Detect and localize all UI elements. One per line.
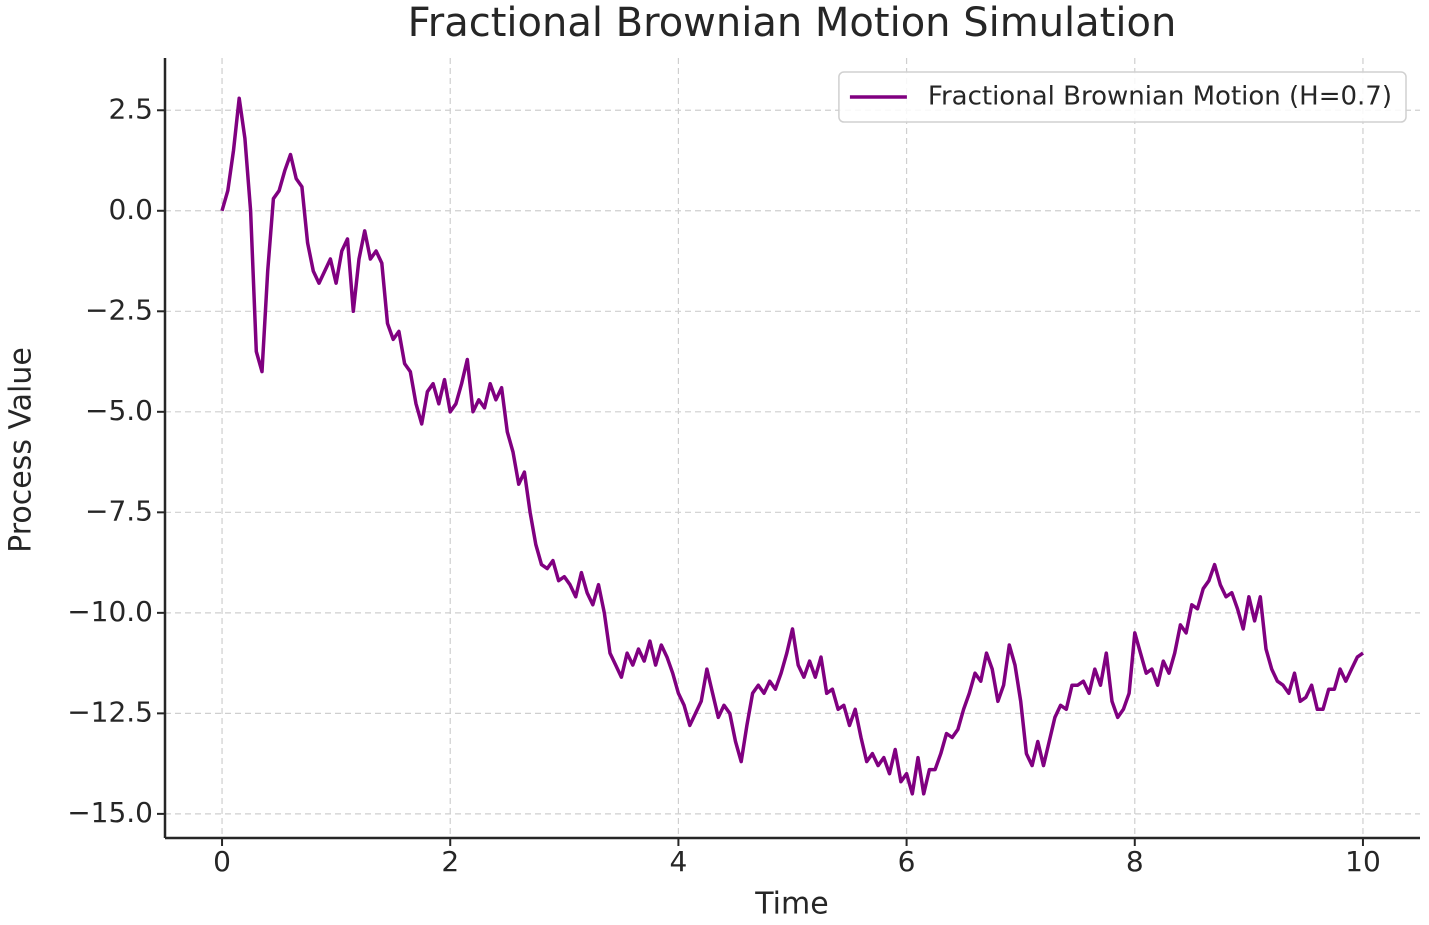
- x-tick-label: 4: [669, 845, 687, 878]
- grid: [165, 58, 1420, 838]
- x-tick-label: 10: [1345, 845, 1381, 878]
- y-tick-label: −15.0: [67, 796, 153, 829]
- y-axis-label: Process Value: [4, 347, 39, 553]
- y-tick-label: −10.0: [67, 595, 153, 628]
- x-tick-label: 6: [898, 845, 916, 878]
- chart-title: Fractional Brownian Motion Simulation: [408, 0, 1177, 46]
- legend: Fractional Brownian Motion (H=0.7): [838, 71, 1407, 123]
- x-tick-label: 2: [441, 845, 459, 878]
- x-tick-label: 8: [1126, 845, 1144, 878]
- plot-area: [220, 96, 1365, 796]
- y-tick-label: −5.0: [85, 394, 153, 427]
- data-line: [220, 96, 1365, 796]
- x-axis-label: Time: [754, 887, 828, 922]
- y-tick-label: −7.5: [85, 494, 153, 527]
- x-tick-label: 0: [213, 845, 231, 878]
- y-tick-label: −12.5: [67, 695, 153, 728]
- legend-label: Fractional Brownian Motion (H=0.7): [928, 82, 1392, 112]
- y-tick-label: 0.0: [108, 193, 153, 226]
- legend-box: [838, 71, 1407, 123]
- y-tick-label: 2.5: [108, 92, 153, 125]
- y-tick-label: −2.5: [85, 293, 153, 326]
